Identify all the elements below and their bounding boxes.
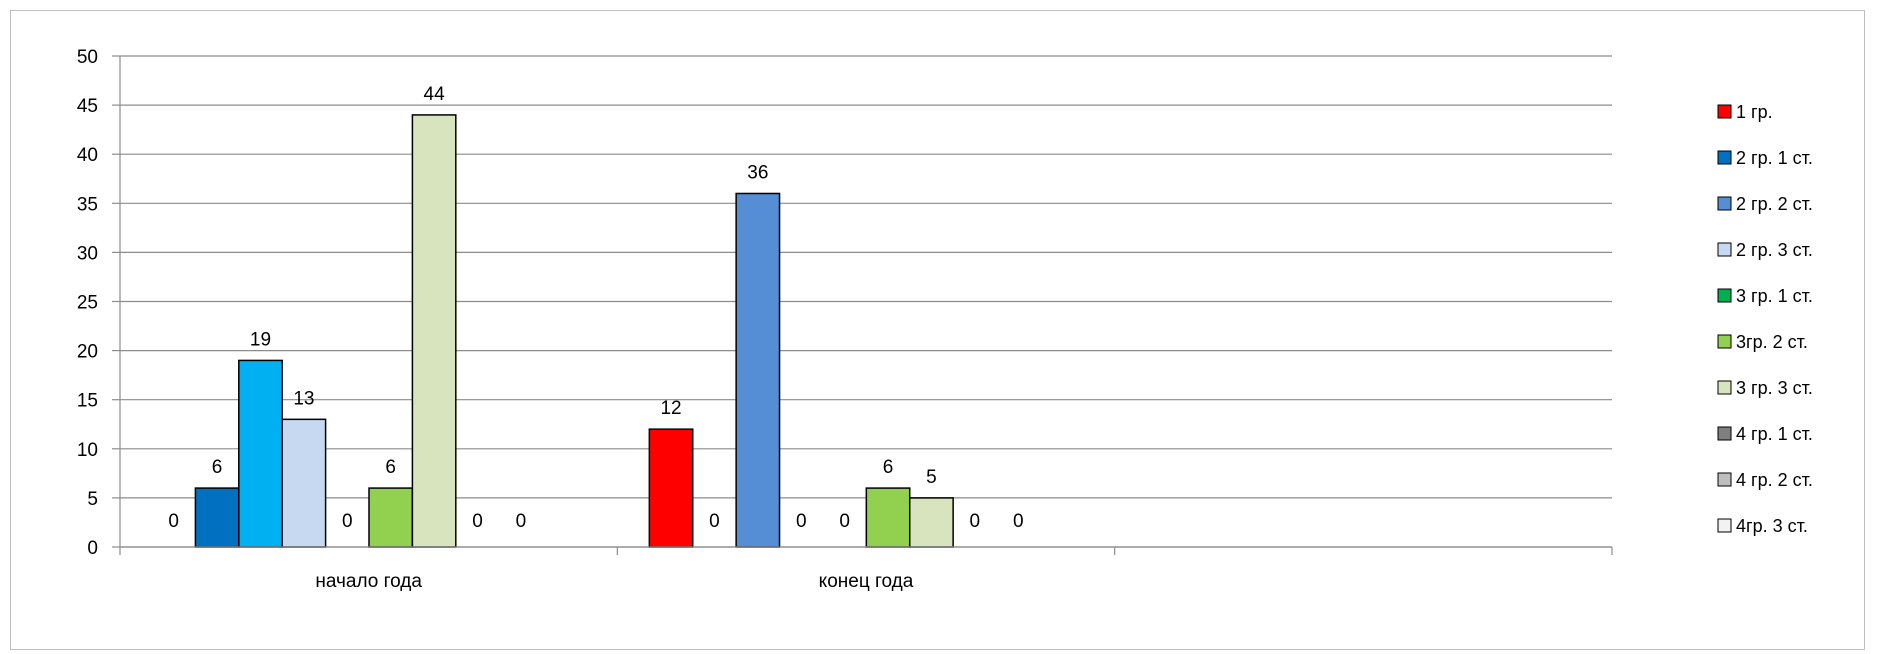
y-tick-label: 20 [77, 342, 98, 363]
legend-label: 2 гр. 2 ст. [1736, 194, 1813, 214]
data-label: 19 [250, 329, 271, 350]
y-tick-label: 40 [77, 145, 98, 166]
y-tick-label: 45 [77, 96, 98, 117]
legend-swatch [1718, 381, 1731, 394]
legend-swatch [1718, 151, 1731, 164]
legend-label: 4гр. 3 ст. [1736, 516, 1808, 536]
y-tick-label: 30 [77, 243, 98, 264]
data-label: 0 [709, 511, 720, 532]
bar [239, 360, 282, 547]
bar [412, 115, 455, 547]
y-tick-label: 35 [77, 194, 98, 215]
data-label: 6 [212, 457, 223, 478]
legend-swatch [1718, 427, 1731, 440]
legend-label: 4 гр. 1 ст. [1736, 424, 1813, 444]
data-label: 0 [839, 511, 850, 532]
legend-swatch [1718, 335, 1731, 348]
data-label: 44 [424, 84, 446, 105]
data-label: 0 [1013, 511, 1024, 532]
data-label: 0 [970, 511, 981, 532]
legend-swatch [1718, 519, 1731, 532]
legend-label: 4 гр. 2 ст. [1736, 470, 1813, 490]
legend-swatch [1718, 473, 1731, 486]
data-label: 5 [926, 467, 937, 488]
bar [369, 488, 412, 547]
legend-label: 2 гр. 1 ст. [1736, 148, 1813, 168]
bar [736, 193, 779, 547]
y-tick-label: 50 [77, 47, 98, 68]
bar [195, 488, 238, 547]
y-tick-label: 0 [87, 538, 98, 559]
bar [649, 429, 692, 547]
legend-swatch [1718, 289, 1731, 302]
y-tick-label: 10 [77, 440, 98, 461]
data-label: 36 [747, 162, 768, 183]
data-label: 6 [883, 457, 894, 478]
y-tick-label: 5 [87, 489, 98, 510]
data-label: 0 [168, 511, 179, 532]
x-tick-label: конец года [819, 571, 914, 592]
data-label: 13 [293, 388, 314, 409]
data-label: 6 [385, 457, 396, 478]
legend-swatch [1718, 197, 1731, 210]
bar [282, 419, 325, 547]
legend-label: 1 гр. [1736, 102, 1773, 122]
y-tick-label: 25 [77, 293, 98, 314]
bar [910, 498, 953, 547]
legend-swatch [1718, 243, 1731, 256]
legend-label: 2 гр. 3 ст. [1736, 240, 1813, 260]
data-label: 0 [796, 511, 807, 532]
y-tick-label: 15 [77, 391, 98, 412]
legend-label: 3 гр. 3 ст. [1736, 378, 1813, 398]
x-tick-label: начало года [315, 571, 422, 592]
data-label: 0 [516, 511, 527, 532]
data-label: 0 [342, 511, 353, 532]
data-label: 0 [472, 511, 483, 532]
legend-label: 3 гр. 1 ст. [1736, 286, 1813, 306]
bar [866, 488, 909, 547]
data-label: 12 [660, 398, 681, 419]
legend-label: 3гр. 2 ст. [1736, 332, 1808, 352]
legend-swatch [1718, 105, 1731, 118]
